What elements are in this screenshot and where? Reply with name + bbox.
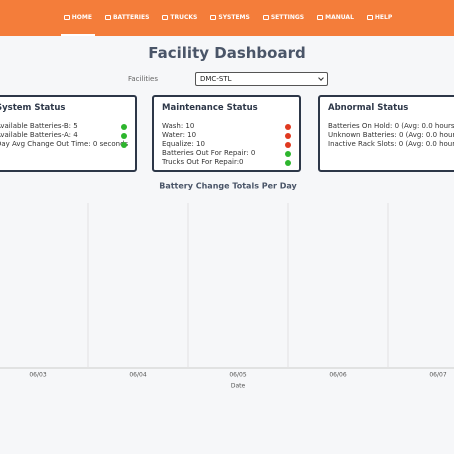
card-item: Water: 10 [162,131,291,140]
card-item: Batteries On Hold: 0 (Avg: 0.0 hours) [328,122,454,131]
item-text: Equalize: 10 [162,140,205,148]
nav-item[interactable]: BATTERIES [102,0,152,36]
item-text: Trucks Out For Repair:0 [162,158,244,166]
card-item: Batteries Out For Repair: 0 [162,149,291,158]
card-item: Equalize: 10 [162,140,291,149]
status-card: Maintenance Status Wash: 10 Water: 10 Equal… [152,95,301,172]
item-text: Available Batteries-B: 5 [0,122,78,130]
card-item: Wash: 10 [162,122,291,131]
status-dot [285,159,291,166]
nav-label: BATTERIES [112,13,150,21]
nav-icon [162,14,169,20]
nav-label: SYSTEMS [218,13,250,21]
card-item: Day Avg Change Out Time: 0 seconds [0,140,129,149]
item-text: Water: 10 [162,131,197,139]
item-text: Batteries On Hold: 0 (Avg: 0.0 hours) [328,122,454,130]
nav-item[interactable]: HOME [60,0,95,36]
nav-icon [104,14,111,20]
card-title: Maintenance Status [162,103,258,113]
nav-item[interactable]: MANUAL [314,0,357,36]
nav-icon [262,14,269,20]
item-text: Unknown Batteries: 0 (Avg: 0.0 hours) [328,131,454,139]
select-value: DMC-STL [200,75,232,83]
status-card: System Status Available Batteries-B: 5 Ava… [0,95,137,172]
x-tick-label: 06/03 [29,372,46,379]
x-tick-label: 06/04 [129,372,146,379]
nav-icon [366,14,373,20]
nav-label: HELP [374,13,393,21]
status-dot [285,123,291,130]
item-text: Batteries Out For Repair: 0 [162,149,256,157]
facility-select[interactable]: DMC-STL [195,72,328,86]
nav-label: HOME [71,13,92,21]
card-title: System Status [0,103,66,113]
card-item: Unknown Batteries: 0 (Avg: 0.0 hours) [328,131,454,140]
nav-item[interactable]: TRUCKS [159,0,200,36]
nav-bar: HOME BATTERIES TRUCKS SYSTEMS SETTINGS MANUAL… [0,0,454,36]
status-dot [121,123,127,130]
nav-icon [317,14,324,20]
x-axis-label: Date [231,383,246,390]
nav-icon [210,14,217,20]
nav-label: TRUCKS [170,13,198,21]
chart: Battery Change Totals Per Day Date 06/03… [0,182,454,390]
status-dot [121,141,127,148]
nav-icon [63,14,70,20]
card-item: Inactive Rack Slots: 0 (Avg: 0.0 hours) [328,140,454,149]
filter-label: Facilities [128,75,158,83]
status-dot [285,132,291,139]
nav-label: SETTINGS [270,13,305,21]
chart-title: Battery Change Totals Per Day [159,182,297,191]
card-item: Available Batteries-A: 4 [0,131,127,140]
status-dot [285,150,291,157]
item-text: Day Avg Change Out Time: 0 seconds [0,140,129,148]
card-title: Abnormal Status [328,103,409,113]
item-text: Wash: 10 [162,122,195,130]
item-text: Inactive Rack Slots: 0 (Avg: 0.0 hours) [328,140,454,148]
status-dot [121,132,127,139]
x-tick-label: 06/06 [329,372,346,379]
nav-label: MANUAL [325,13,354,21]
status-dot [285,141,291,148]
nav-item[interactable]: SYSTEMS [207,0,252,36]
page-title: Facility Dashboard [148,44,306,62]
card-item: Trucks Out For Repair:0 [162,158,291,167]
x-tick-label: 06/05 [229,372,246,379]
item-text: Available Batteries-A: 4 [0,131,78,139]
x-tick-label: 06/07 [429,372,446,379]
status-card: Abnormal Status Batteries On Hold: 0 (Avg… [318,95,454,172]
nav-item[interactable]: HELP [364,0,395,36]
nav-item[interactable]: SETTINGS [260,0,307,36]
card-item: Available Batteries-B: 5 [0,122,127,131]
